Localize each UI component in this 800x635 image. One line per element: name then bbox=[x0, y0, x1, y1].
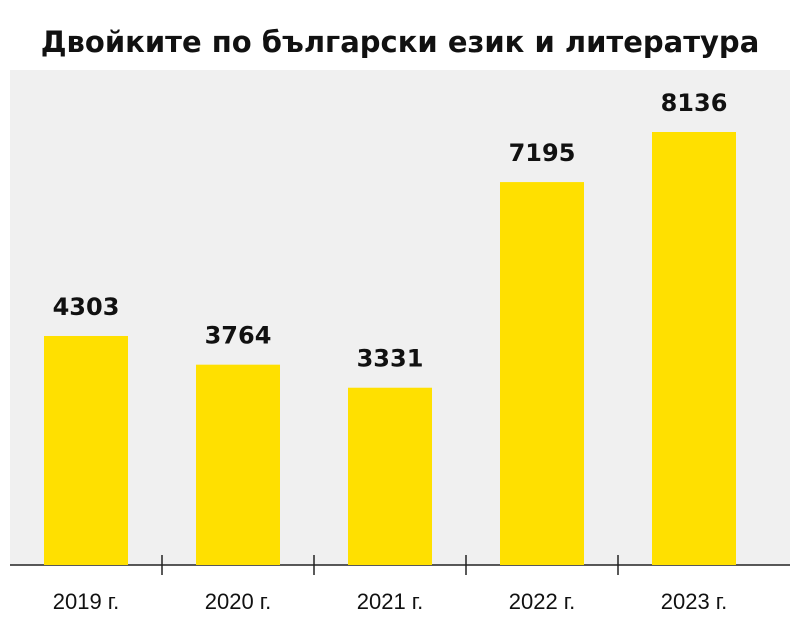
bar bbox=[196, 364, 280, 565]
value-label: 3331 bbox=[357, 345, 424, 373]
bar bbox=[652, 132, 736, 565]
x-tick-label: 2022 г. bbox=[509, 589, 576, 614]
chart-title: Двойките по български език и литература bbox=[41, 25, 760, 59]
bar bbox=[500, 182, 584, 565]
x-tick-label: 2019 г. bbox=[53, 589, 120, 614]
value-label: 3764 bbox=[205, 322, 272, 350]
bar bbox=[44, 335, 128, 565]
value-label: 8136 bbox=[661, 89, 728, 117]
x-tick-label: 2021 г. bbox=[357, 589, 424, 614]
x-tick-label: 2020 г. bbox=[205, 589, 272, 614]
x-tick-label: 2023 г. bbox=[661, 589, 728, 614]
bar bbox=[348, 387, 432, 565]
value-label: 7195 bbox=[509, 139, 576, 167]
value-label: 4303 bbox=[53, 293, 120, 321]
